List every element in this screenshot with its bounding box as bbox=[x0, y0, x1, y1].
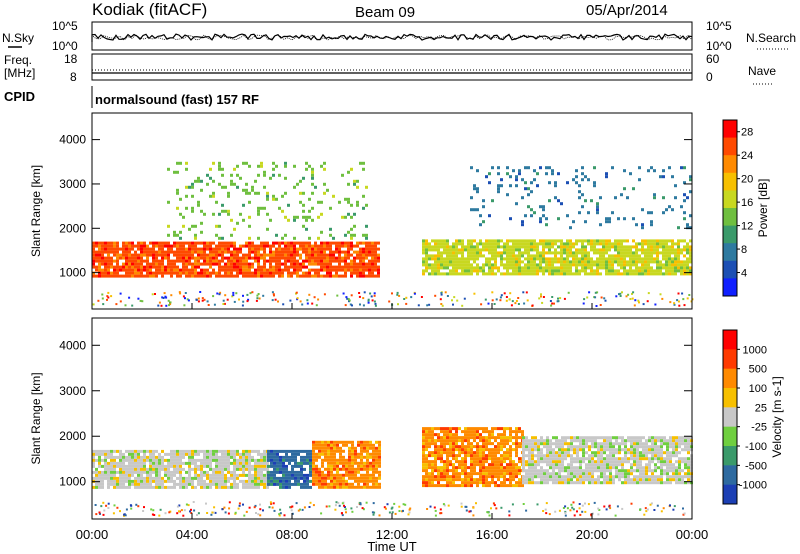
colorbar-tick-label: 20 bbox=[741, 174, 753, 186]
y-tick-label: 2000 bbox=[59, 429, 86, 443]
y-tick-label: 1000 bbox=[59, 475, 86, 489]
freq-tick-top: 18 bbox=[64, 52, 78, 66]
nsearch-label: N.Search bbox=[746, 31, 796, 45]
nave-tick-bottom: 0 bbox=[706, 70, 713, 84]
nsky-label: N.Sky bbox=[2, 31, 34, 45]
freq-nave-panel: Freq. [MHz] 18 8 60 0 Nave bbox=[4, 52, 776, 85]
x-tick-label: 00:00 bbox=[676, 527, 709, 542]
feature-negative-velocity-patch bbox=[422, 427, 524, 488]
feature-upper-echoes bbox=[167, 161, 368, 240]
colorbar-tick-label: -500 bbox=[745, 460, 767, 472]
feature-upper-echoes bbox=[470, 166, 692, 230]
colorbar-tick-label: -1000 bbox=[739, 480, 767, 492]
freq-label-2: [MHz] bbox=[4, 66, 35, 80]
y-tick-label: 3000 bbox=[59, 384, 86, 398]
noise-sky-trace bbox=[91, 33, 693, 42]
y-tick-label: 2000 bbox=[59, 221, 86, 235]
colorbar-tick-label: 25 bbox=[755, 402, 767, 414]
heatmap-panel-0: 1000 2000 3000 4000 Slant Range [km] 4 8 12 16 20… bbox=[29, 112, 770, 310]
nave-label: Nave bbox=[748, 64, 776, 78]
freq-label-1: Freq. bbox=[4, 53, 32, 67]
feature-ground-scatter bbox=[522, 436, 693, 485]
x-tick-label: 16:00 bbox=[476, 527, 509, 542]
noise-tick-left-bottom: 10^0 bbox=[52, 39, 78, 53]
nave-tick-top: 60 bbox=[706, 52, 720, 66]
colorbar-tick-label: 100 bbox=[749, 383, 767, 395]
freq-tick-bottom: 8 bbox=[70, 70, 77, 84]
feature-ground-scatter bbox=[92, 449, 269, 489]
low-range-specks bbox=[92, 291, 694, 307]
colorbar-tick-label: 500 bbox=[749, 364, 767, 376]
cpid-text: normalsound (fast) 157 RF bbox=[95, 92, 259, 107]
noise-tick-right-bottom: 10^0 bbox=[706, 39, 732, 53]
cpid-panel: CPID normalsound (fast) 157 RF bbox=[4, 86, 259, 108]
colorbar-label: Power [dB] bbox=[756, 179, 770, 238]
colorbar-0: 4 8 12 16 20 24 28 Power [dB] bbox=[722, 119, 770, 297]
y-tick-label: 1000 bbox=[59, 266, 86, 280]
date-label: 05/Apr/2014 bbox=[586, 2, 668, 19]
y-tick-label: 4000 bbox=[59, 338, 86, 352]
x-tick-label: 12:00 bbox=[376, 527, 409, 542]
noise-search-trace bbox=[91, 34, 693, 41]
feature-main-band bbox=[92, 241, 380, 278]
noise-tick-right-top: 10^5 bbox=[706, 19, 732, 33]
x-axis-label: Time UT bbox=[367, 539, 416, 554]
cpid-label: CPID bbox=[4, 89, 35, 104]
noise-tick-left-top: 10^5 bbox=[52, 19, 78, 33]
colorbar-tick-label: 1000 bbox=[743, 344, 767, 356]
x-tick-label: 00:00 bbox=[76, 527, 109, 542]
noise-panel: N.Sky 10^5 10^0 10^5 10^0 N.Search bbox=[2, 19, 796, 53]
colorbar-1: 1000 500 100 25 -25 -100 -500 -1000 Velocity [m … bbox=[722, 329, 784, 505]
station-title: Kodiak (fitACF) bbox=[92, 0, 207, 19]
y-axis-label: Slant Range [km] bbox=[29, 165, 43, 257]
colorbar-tick-label: -100 bbox=[745, 441, 767, 453]
colorbar-tick-label: 12 bbox=[741, 221, 753, 233]
y-tick-label: 4000 bbox=[59, 133, 86, 147]
x-tick-label: 04:00 bbox=[176, 527, 209, 542]
colorbar-label: Velocity [m s-1] bbox=[770, 376, 784, 457]
low-range-specks bbox=[94, 501, 686, 517]
feature-negative-velocity-patch bbox=[312, 440, 381, 489]
feature-positive-velocity-patch bbox=[267, 449, 312, 489]
colorbar-tick-label: 8 bbox=[741, 244, 747, 256]
colorbar-tick-label: 4 bbox=[741, 268, 747, 280]
x-tick-label: 20:00 bbox=[576, 527, 609, 542]
beam-label: Beam 09 bbox=[355, 4, 415, 21]
y-tick-label: 3000 bbox=[59, 177, 86, 191]
colorbar-tick-label: 28 bbox=[741, 127, 753, 139]
colorbar-tick-label: 16 bbox=[741, 197, 753, 209]
x-tick-label: 08:00 bbox=[276, 527, 309, 542]
panel-frame bbox=[91, 112, 693, 310]
feature-main-band bbox=[422, 239, 692, 276]
colorbar-tick-label: -25 bbox=[751, 422, 767, 434]
y-axis-label: Slant Range [km] bbox=[29, 372, 43, 464]
colorbar-tick-label: 24 bbox=[741, 150, 753, 162]
